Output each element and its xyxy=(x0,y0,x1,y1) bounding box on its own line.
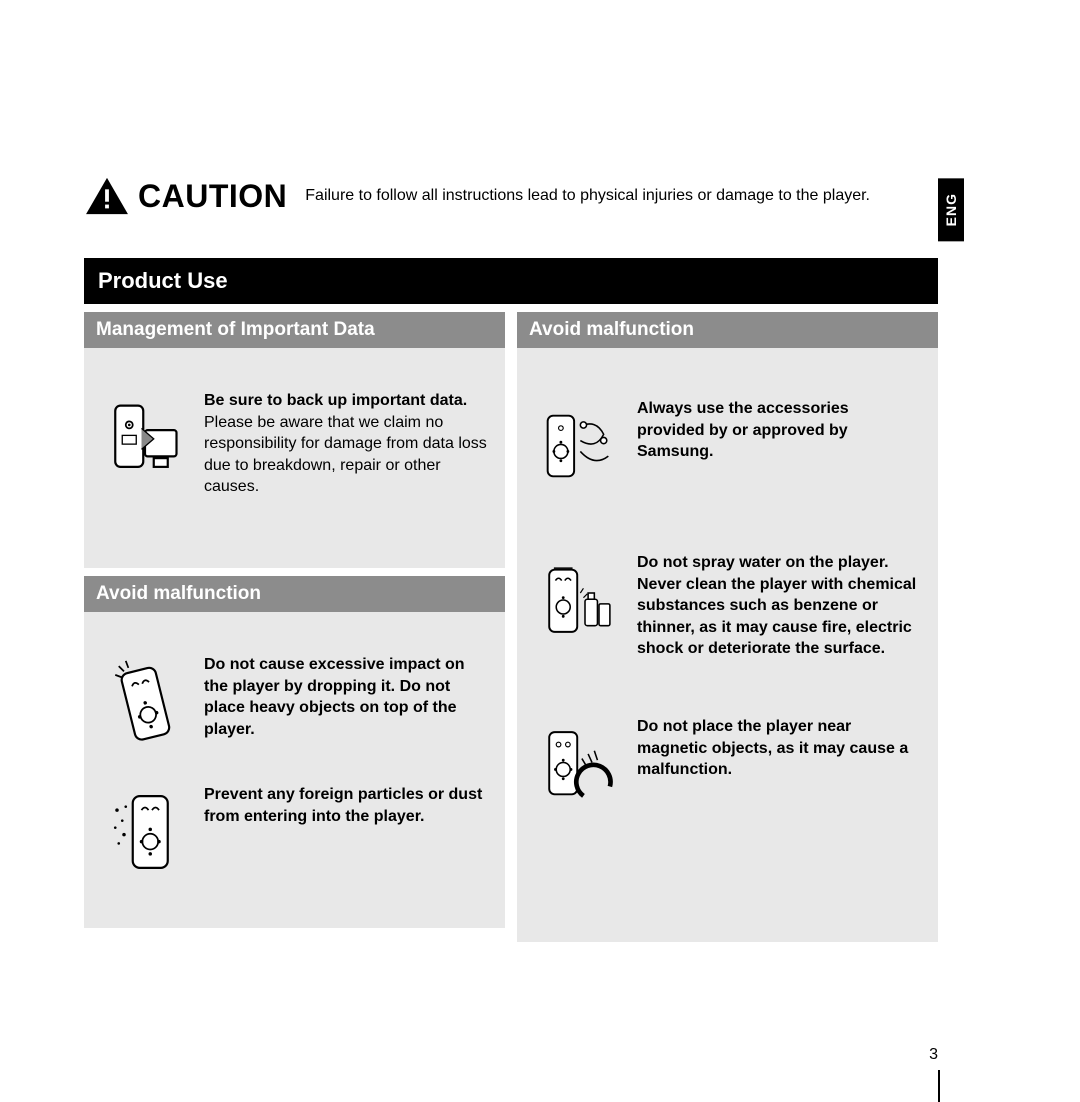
language-tab: ENG xyxy=(938,178,964,241)
panel-data-management: Be sure to back up important data. Pleas… xyxy=(84,348,505,568)
page-number: 3 xyxy=(929,1046,938,1064)
panel-avoid-left: Do not cause excessive impact on the pla… xyxy=(84,612,505,928)
left-column: Management of Important Data xyxy=(84,312,505,942)
item-accessories: Always use the accessories provided by o… xyxy=(535,396,920,496)
item-impact-text: Do not cause excessive impact on the pla… xyxy=(204,652,487,740)
subhead-data-management: Management of Important Data xyxy=(84,312,505,348)
caution-header: CAUTION Failure to follow all instructio… xyxy=(84,176,938,216)
magnet-icon xyxy=(535,714,621,814)
columns: Management of Important Data xyxy=(84,312,938,942)
water-icon xyxy=(535,550,621,650)
item-dust: Prevent any foreign particles or dust fr… xyxy=(102,782,487,882)
item-magnet-text: Do not place the player near magnetic ob… xyxy=(637,714,920,781)
section-title: Product Use xyxy=(84,258,938,304)
subhead-avoid-malfunction-left: Avoid malfunction xyxy=(84,576,505,612)
item-impact: Do not cause excessive impact on the pla… xyxy=(102,652,487,752)
caution-label: CAUTION xyxy=(138,178,287,215)
item-accessories-text: Always use the accessories provided by o… xyxy=(637,396,920,463)
item-water: Do not spray water on the player. Never … xyxy=(535,550,920,660)
panel-avoid-right: Always use the accessories provided by o… xyxy=(517,348,938,942)
page-content: ENG CAUTION Failure to follow all instru… xyxy=(84,176,938,942)
right-column: Avoid malfunction xyxy=(517,312,938,942)
item-magnet: Do not place the player near magnetic ob… xyxy=(535,714,920,814)
accessories-icon xyxy=(535,396,621,496)
caution-text: Failure to follow all instructions lead … xyxy=(305,187,870,205)
backup-icon xyxy=(102,388,188,488)
item-backup-text: Be sure to back up important data. Pleas… xyxy=(204,388,487,498)
item-backup: Be sure to back up important data. Pleas… xyxy=(102,388,487,498)
page-number-rule xyxy=(938,1070,940,1102)
subhead-avoid-malfunction-right: Avoid malfunction xyxy=(517,312,938,348)
item-dust-text: Prevent any foreign particles or dust fr… xyxy=(204,782,487,827)
dust-icon xyxy=(102,782,188,882)
impact-icon xyxy=(102,652,188,752)
warning-icon xyxy=(84,176,130,216)
item-water-text: Do not spray water on the player. Never … xyxy=(637,550,920,660)
